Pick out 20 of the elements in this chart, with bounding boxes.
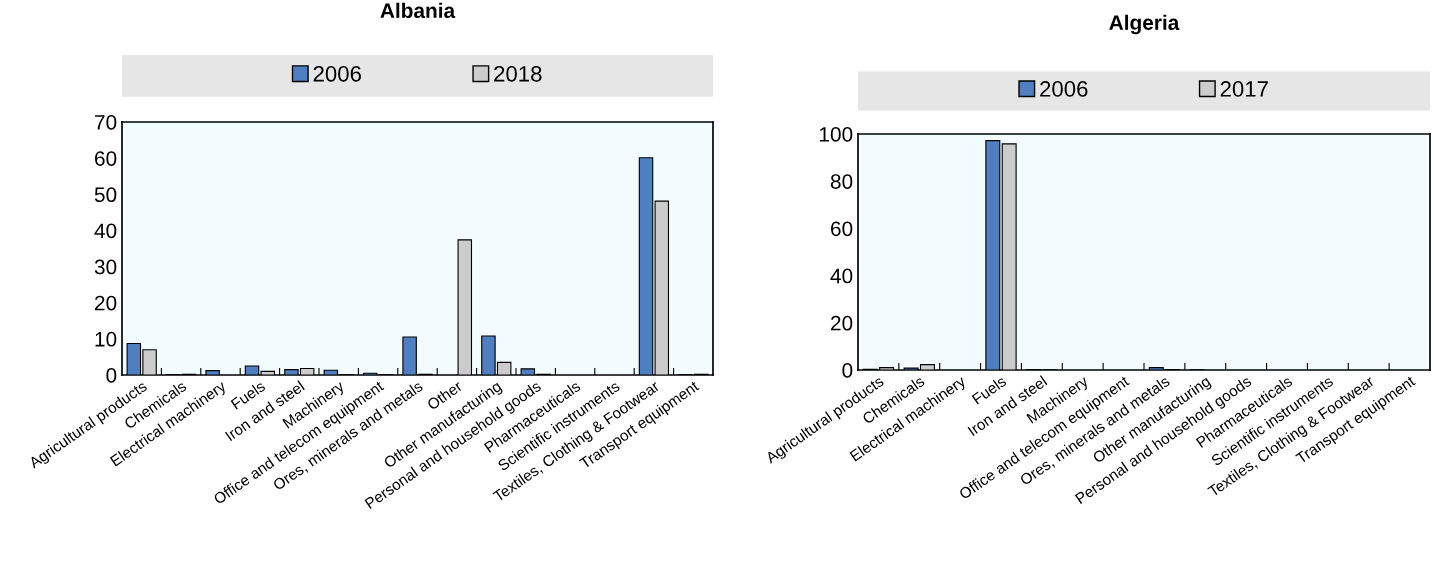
y-tick-label: 60 — [831, 221, 853, 237]
y-tick-label: 40 — [94, 223, 117, 239]
y-tick-label: 10 — [95, 331, 117, 347]
y-tick-label: 40 — [830, 268, 853, 284]
legend-label: 2006 — [313, 65, 361, 82]
legend-label: 2018 — [494, 65, 542, 82]
y-tick-label: 20 — [95, 295, 117, 311]
y-tick-label: 60 — [95, 151, 117, 166]
chart-title: Albania — [380, 2, 456, 19]
y-tick-label: 20 — [831, 315, 853, 331]
y-tick-label: 100 — [819, 127, 853, 142]
legend-label: 2006 — [1040, 81, 1088, 97]
chart-title: Algeria — [1109, 14, 1180, 35]
y-tick-label: 0 — [106, 368, 117, 383]
y-tick-label: 50 — [94, 187, 117, 203]
y-tick-label: 70 — [95, 115, 117, 130]
y-tick-label: 80 — [830, 174, 853, 189]
y-tick-label: 0 — [842, 363, 853, 378]
legend-label: 2017 — [1220, 81, 1268, 97]
y-tick-label: 30 — [94, 259, 117, 275]
